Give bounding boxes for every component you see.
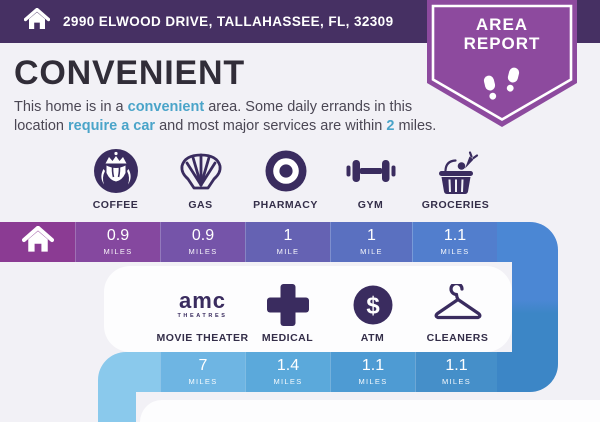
distance-value: 0.9 xyxy=(106,227,130,245)
amenity-cleaners: CLEANERS xyxy=(415,281,500,344)
home-marker-cell xyxy=(0,222,75,262)
amenity-gas: GAS xyxy=(158,146,243,211)
distance-cell-cleaners: 1.1 MILES xyxy=(415,352,497,392)
distance-cell-groceries: 1.1 MILES xyxy=(412,222,497,262)
distance-unit: MILES xyxy=(188,246,218,256)
distance-unit: MILE xyxy=(276,246,300,256)
distance-cell-gas: 0.9 MILES xyxy=(160,222,245,262)
distance-value: 1.1 xyxy=(443,227,467,245)
distance-cell-coffee: 0.9 MILES xyxy=(75,222,160,262)
ribbon-tail xyxy=(497,352,512,392)
distance-value: 1 xyxy=(367,227,376,245)
amenity-atm: $ ATM xyxy=(330,281,415,344)
distance-value: 1 xyxy=(283,227,293,245)
amenity-pharmacy: PHARMACY xyxy=(243,146,328,211)
area-report-badge: AREA REPORT xyxy=(427,0,577,135)
badge-shape xyxy=(427,0,577,127)
ribbon-tail xyxy=(497,222,512,262)
body-text: and most major services are within xyxy=(155,118,387,135)
property-address: 2990 ELWOOD DRIVE, TALLAHASSEE, FL, 3230… xyxy=(63,14,394,29)
body-text: This home is in a xyxy=(14,99,128,115)
target-pharmacy-icon xyxy=(265,146,307,196)
next-section-panel xyxy=(140,400,600,422)
summary-text: This home is in a convenient area. Some … xyxy=(14,98,450,137)
distance-bar-2: 7 MILES 1.4 MILES 1.1 MILES 1.1 MILES xyxy=(98,352,512,392)
distance-cell-movie-theater: 7 MILES xyxy=(160,352,245,392)
amenity-medical: MEDICAL xyxy=(245,281,330,344)
home-icon xyxy=(23,7,51,36)
amenity-groceries: GROCERIES xyxy=(413,146,498,211)
amenity-coffee: COFFEE xyxy=(73,146,158,211)
amenity-row-2: amc THEATRES MOVIE THEATER MEDICAL $ ATM CL… xyxy=(156,281,500,344)
ribbon-right-turn xyxy=(512,222,558,392)
grocery-basket-icon xyxy=(433,146,479,196)
body-text: miles. xyxy=(394,118,437,135)
distance-value: 1.4 xyxy=(276,357,300,375)
distance-value: 0.9 xyxy=(191,227,215,245)
amenity-label: GROCERIES xyxy=(421,199,490,211)
medical-cross-icon xyxy=(266,281,310,329)
distance-unit: MILES xyxy=(358,376,388,386)
home-icon xyxy=(21,225,54,259)
amenity-label: CLEANERS xyxy=(426,332,489,344)
starbucks-coffee-icon xyxy=(93,146,139,196)
amenity-label: GYM xyxy=(357,199,384,211)
amc-theatres-logo: amc THEATRES xyxy=(177,288,228,319)
amenity-label: COFFEE xyxy=(92,199,139,211)
page-title: CONVENIENT xyxy=(14,54,245,92)
amenity-label: GAS xyxy=(188,199,213,211)
amenity-gym: GYM xyxy=(328,146,413,211)
distance-unit: MILES xyxy=(188,376,218,386)
distance-value: 1.1 xyxy=(361,357,385,375)
footprints-icon xyxy=(483,67,520,100)
dollar-atm-icon: $ xyxy=(353,281,393,329)
distance-cell-medical: 1.4 MILES xyxy=(245,352,330,392)
amenity-label: MOVIE THEATER xyxy=(156,332,249,344)
amenity-row-1: COFFEE GAS PHARMACY GYM GROCERIES xyxy=(73,146,498,211)
distance-unit: MILES xyxy=(103,246,133,256)
highlighted-text: 2 xyxy=(386,118,395,135)
distance-unit: MILES xyxy=(441,376,471,386)
highlighted-text: convenient xyxy=(127,99,205,115)
shell-gas-icon xyxy=(178,146,224,196)
amenity-label: ATM xyxy=(360,332,385,344)
distance-value: 1.1 xyxy=(445,357,468,375)
highlighted-text: require a car xyxy=(68,118,156,135)
badge-line1: AREA xyxy=(476,15,528,34)
distance-bar-1: 0.9 MILES 0.9 MILES 1 MILE 1 MILE 1.1 MILES xyxy=(0,222,512,262)
amenity-label: MEDICAL xyxy=(261,332,314,344)
amenity-movie-theater: amc THEATRES MOVIE THEATER xyxy=(156,281,248,344)
ribbon-left-turn xyxy=(98,386,136,422)
distance-unit: MILE xyxy=(360,246,383,256)
distance-unit: MILES xyxy=(273,376,303,386)
hanger-icon xyxy=(432,281,484,329)
distance-unit: MILES xyxy=(440,246,470,256)
badge-line2: REPORT xyxy=(464,34,541,53)
distance-value: 7 xyxy=(198,357,208,375)
distance-cell-gym: 1 MILE xyxy=(330,222,412,262)
svg-text:$: $ xyxy=(366,293,380,320)
dumbbell-icon xyxy=(346,146,396,196)
ribbon-lead-cell xyxy=(98,352,160,392)
distance-cell-pharmacy: 1 MILE xyxy=(245,222,330,262)
amenity-label: PHARMACY xyxy=(253,199,318,211)
distance-cell-atm: 1.1 MILES xyxy=(330,352,415,392)
body-text: area. Some daily errands in this locatio… xyxy=(14,99,413,135)
